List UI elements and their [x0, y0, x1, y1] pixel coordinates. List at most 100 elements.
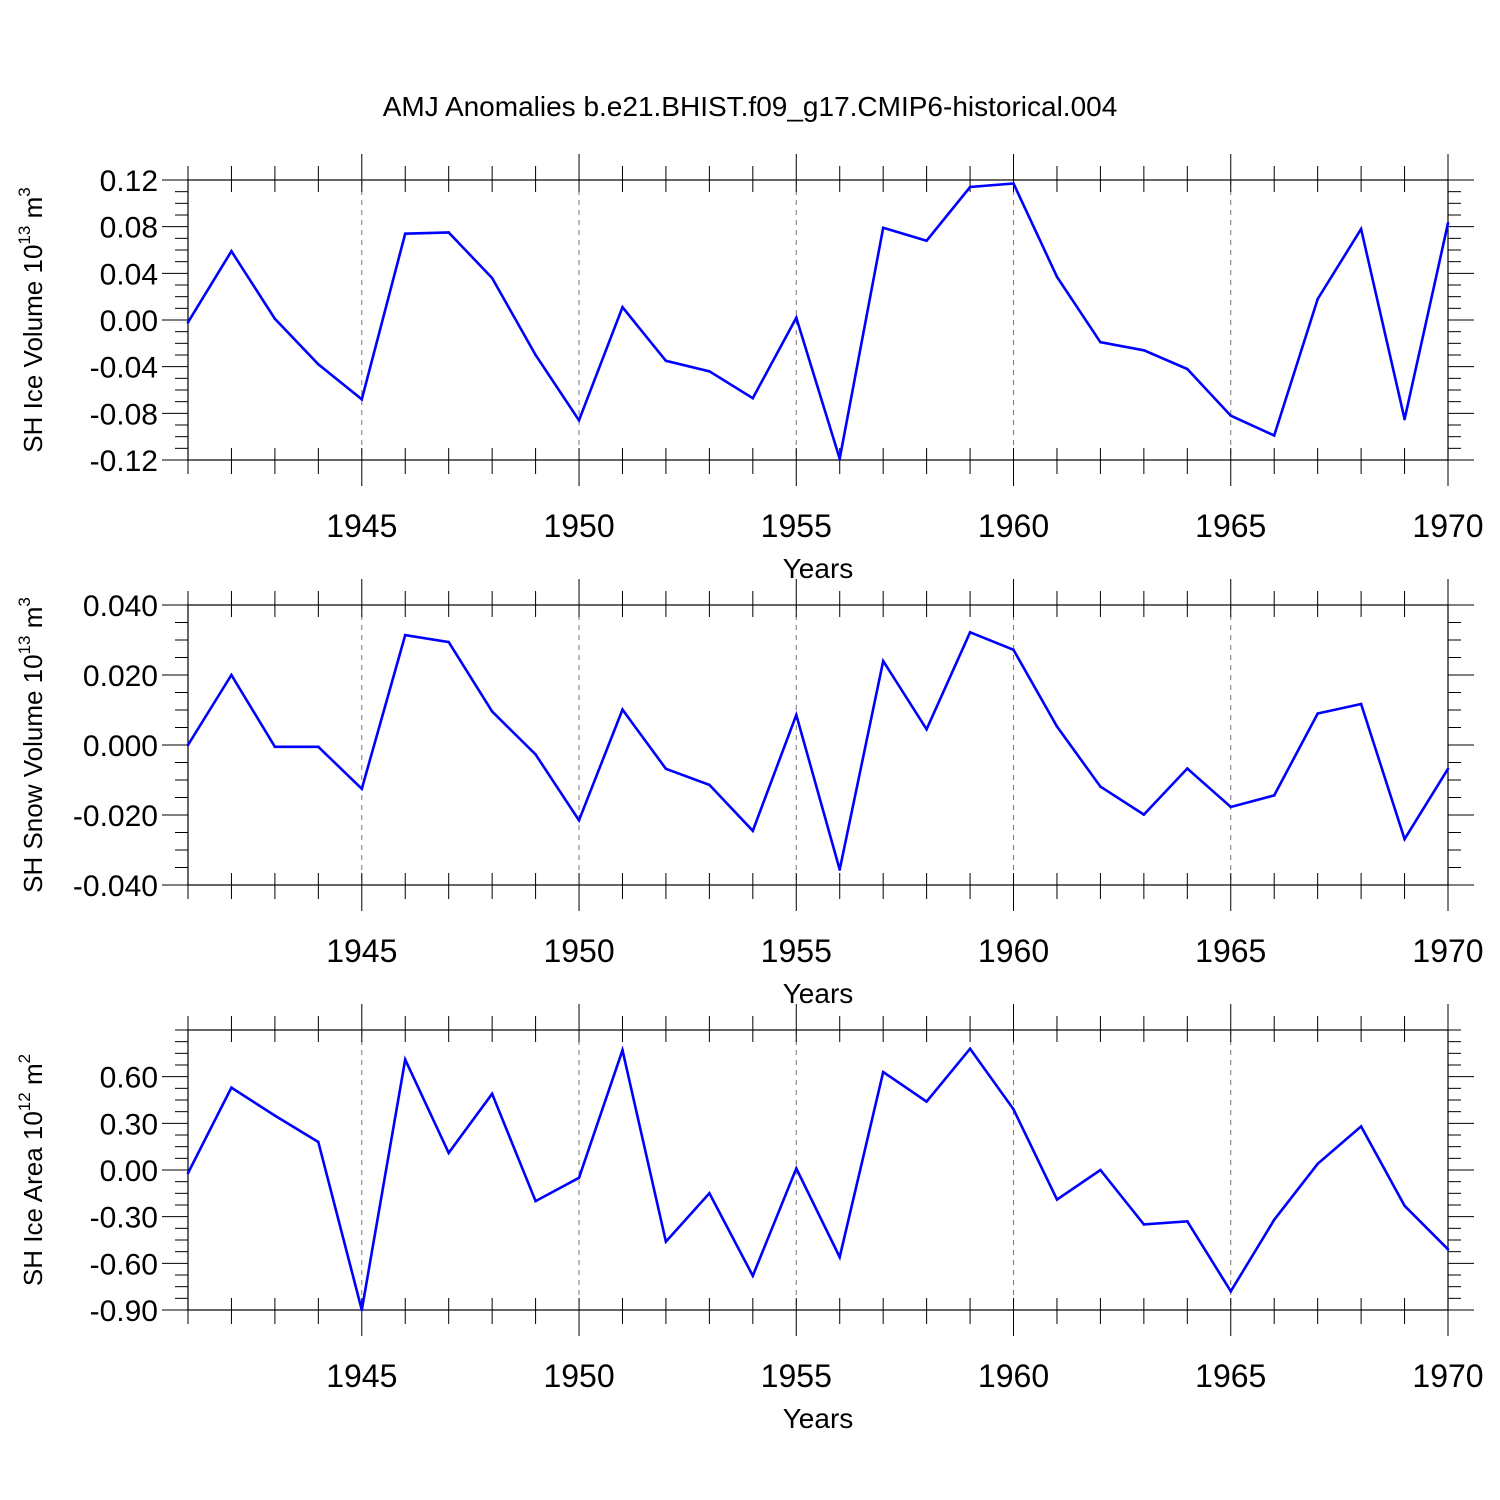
y-label-text: SH Ice Volume 10 — [18, 245, 48, 453]
data-point — [1403, 837, 1406, 841]
data-point — [230, 673, 233, 677]
y-label-unit: m — [18, 1063, 48, 1092]
data-point — [1229, 414, 1233, 417]
data-point — [1055, 275, 1059, 279]
data-point — [230, 249, 233, 253]
data-point — [621, 1048, 624, 1052]
data-point — [664, 767, 668, 771]
y-tick-label: 0.60 — [100, 1062, 158, 1095]
data-point — [534, 1199, 537, 1203]
x-tick-label: 1945 — [326, 508, 397, 544]
data-point — [751, 829, 755, 833]
data-point — [403, 232, 407, 235]
y-tick-label: -0.020 — [73, 800, 158, 833]
y-tick-label: 0.00 — [100, 305, 158, 338]
data-point — [838, 1255, 842, 1259]
y-label-text: SH Snow Volume 10 — [18, 654, 48, 892]
plot-frame — [187, 604, 1449, 886]
y-tick-label: 0.04 — [100, 258, 158, 291]
data-point — [751, 396, 755, 400]
data-point — [881, 659, 885, 663]
y-tick-label: -0.040 — [73, 870, 158, 903]
data-point — [621, 708, 624, 711]
data-point — [794, 713, 798, 717]
y-label-unit: m — [18, 197, 48, 226]
data-point — [1186, 767, 1189, 770]
plot-frame — [187, 179, 1449, 461]
data-point — [534, 353, 537, 357]
figure-title: AMJ Anomalies b.e21.BHIST.f09_g17.CMIP6-… — [383, 91, 1118, 122]
data-point — [881, 226, 885, 230]
data-point — [447, 231, 450, 234]
data-point — [925, 1100, 928, 1103]
data-point — [1403, 417, 1406, 421]
x-tick-label: 1970 — [1412, 508, 1483, 544]
data-point — [577, 419, 581, 422]
x-tick-label: 1955 — [761, 1358, 832, 1394]
y-tick-label: -0.04 — [90, 352, 158, 385]
y-label-exponent: 13 — [15, 226, 34, 245]
data-point — [1099, 340, 1102, 344]
y-label-unit-exponent: 2 — [15, 1054, 34, 1063]
y-label-unit-exponent: 3 — [15, 187, 34, 196]
y-axis-label: SH Snow Volume 1013 m3 — [15, 597, 48, 893]
data-point — [1055, 1198, 1059, 1201]
y-tick-label: -0.90 — [90, 1295, 158, 1328]
data-point — [273, 1114, 277, 1117]
data-point — [490, 276, 494, 280]
x-axis-label: Years — [783, 553, 854, 584]
data-point — [360, 1308, 364, 1312]
y-label-exponent: 13 — [15, 635, 34, 654]
x-tick-label: 1965 — [1195, 1358, 1266, 1394]
x-tick-label: 1945 — [326, 1358, 397, 1394]
x-tick-label: 1950 — [543, 1358, 614, 1394]
x-axis-label: Years — [783, 1403, 854, 1434]
chart-panel-2: -0.040 -0.020 0.000 0.020 0.040 1945 1950 1955 1… — [15, 579, 1484, 1009]
data-point — [273, 745, 277, 749]
data-point — [534, 753, 537, 756]
data-point — [664, 1240, 668, 1243]
data-point — [1359, 227, 1363, 231]
data-point — [925, 239, 928, 242]
data-point — [186, 743, 190, 747]
data-point — [1099, 1168, 1102, 1172]
y-tick-label: 0.00 — [100, 1155, 158, 1188]
data-point — [794, 1167, 798, 1170]
data-point — [751, 1274, 755, 1278]
y-label-unit: m — [18, 607, 48, 636]
data-point — [794, 316, 798, 319]
data-point — [838, 868, 842, 871]
data-point — [490, 710, 494, 713]
data-point — [1012, 648, 1015, 652]
data-point — [1446, 221, 1450, 225]
data-point — [708, 783, 711, 787]
y-tick-label: 0.30 — [100, 1108, 158, 1141]
data-point — [1186, 1220, 1189, 1223]
x-tick-label: 1960 — [978, 933, 1049, 969]
y-tick-label: 0.12 — [100, 165, 158, 198]
data-point — [1055, 725, 1059, 728]
data-point — [447, 640, 450, 644]
data-point — [1012, 182, 1015, 185]
x-tick-label: 1970 — [1412, 933, 1483, 969]
data-point — [968, 1047, 972, 1050]
chart-panel-1: -0.12 -0.08 -0.04 0.00 0.04 0.08 0.12 1945 1950 1… — [15, 154, 1484, 584]
x-tick-label: 1970 — [1412, 1358, 1483, 1394]
data-point — [273, 317, 277, 321]
data-point — [447, 1151, 450, 1155]
data-point — [1229, 1290, 1233, 1293]
x-tick-label: 1955 — [761, 508, 832, 544]
data-point — [1316, 297, 1319, 301]
data-point — [317, 363, 320, 366]
x-tick-label: 1945 — [326, 933, 397, 969]
y-tick-label: 0.08 — [100, 212, 158, 245]
y-axis-label: SH Ice Volume 1013 m3 — [15, 187, 48, 452]
data-point — [1142, 349, 1146, 352]
data-point — [1229, 805, 1233, 809]
data-point — [968, 631, 972, 634]
x-tick-label: 1950 — [543, 933, 614, 969]
data-point — [664, 359, 668, 363]
data-point — [490, 1092, 494, 1096]
x-tick-label: 1960 — [978, 508, 1049, 544]
